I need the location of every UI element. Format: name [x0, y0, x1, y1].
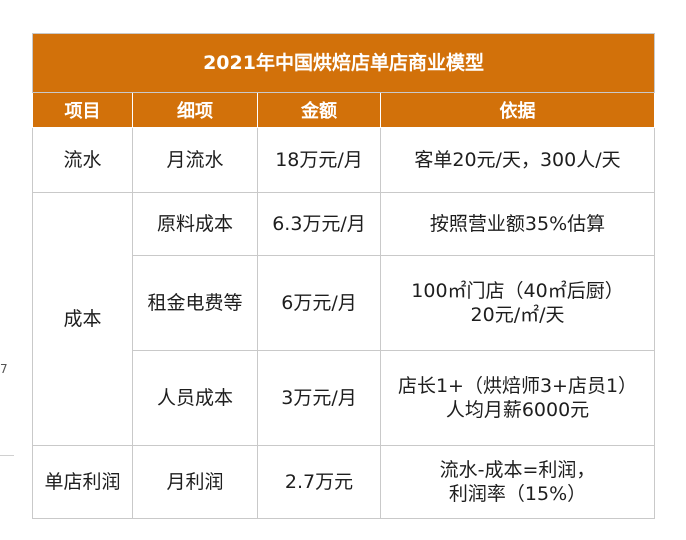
table-row: 租金电费等 6万元/月 100㎡门店（40㎡后厨） 20元/㎡/天: [33, 255, 656, 351]
header-amount: 金额: [257, 92, 381, 128]
cell-item-material: 原料成本: [132, 192, 258, 256]
cell-item-monthly-profit: 月利润: [132, 445, 258, 519]
cell-category-profit: 单店利润: [32, 445, 133, 519]
table-row: 流水 月流水 18万元/月 客单20元/天，300人/天: [32, 127, 656, 193]
cell-category-flow: 流水: [32, 127, 133, 193]
cell-item-rent: 租金电费等: [132, 255, 258, 351]
edge-fragment-text: 7: [0, 362, 8, 376]
basis-staff-line2: 人均月薪6000元: [445, 399, 590, 421]
header-item: 细项: [132, 92, 258, 128]
cell-basis-material: 按照营业额35%估算: [379, 192, 656, 256]
business-model-table: 2021年中国烘焙店单店商业模型 项目 细项 金额 依据 流水 月流水 18万元…: [31, 33, 656, 519]
basis-profit-line2: 利润率（15%）: [448, 483, 587, 505]
header-category: 项目: [32, 92, 133, 128]
basis-profit-line1: 流水-成本=利润，: [439, 459, 596, 481]
cell-item-monthly-flow: 月流水: [132, 127, 258, 193]
cell-amount-rent: 6万元/月: [257, 255, 381, 351]
header-basis: 依据: [379, 92, 656, 128]
cell-item-staff: 人员成本: [132, 350, 258, 446]
cell-amount-monthly-profit: 2.7万元: [257, 445, 381, 519]
cell-basis-staff: 店长1+（烘焙师3+店员1） 人均月薪6000元: [379, 350, 656, 446]
cell-category-cost: 成本: [32, 192, 133, 446]
cell-amount-staff: 3万元/月: [257, 350, 381, 446]
header-row: 项目 细项 金额 依据: [32, 92, 656, 128]
table-title: 2021年中国烘焙店单店商业模型: [31, 33, 656, 93]
cell-amount-material: 6.3万元/月: [257, 192, 381, 256]
cell-basis-monthly-profit: 流水-成本=利润， 利润率（15%）: [379, 445, 656, 519]
cell-basis-rent: 100㎡门店（40㎡后厨） 20元/㎡/天: [379, 255, 656, 351]
table-row: 成本 原料成本 6.3万元/月 按照营业额35%估算: [32, 192, 656, 446]
cell-amount-monthly-flow: 18万元/月: [257, 127, 381, 193]
edge-divider: [0, 455, 14, 456]
cell-basis-monthly-flow: 客单20元/天，300人/天: [379, 127, 656, 193]
table-row: 人员成本 3万元/月 店长1+（烘焙师3+店员1） 人均月薪6000元: [33, 350, 656, 446]
basis-staff-line1: 店长1+（烘焙师3+店员1）: [397, 375, 638, 397]
table-row: 单店利润 月利润 2.7万元 流水-成本=利润， 利润率（15%）: [32, 445, 656, 519]
basis-rent-line1: 100㎡门店（40㎡后厨）: [411, 280, 624, 302]
basis-rent-line2: 20元/㎡/天: [470, 304, 565, 326]
